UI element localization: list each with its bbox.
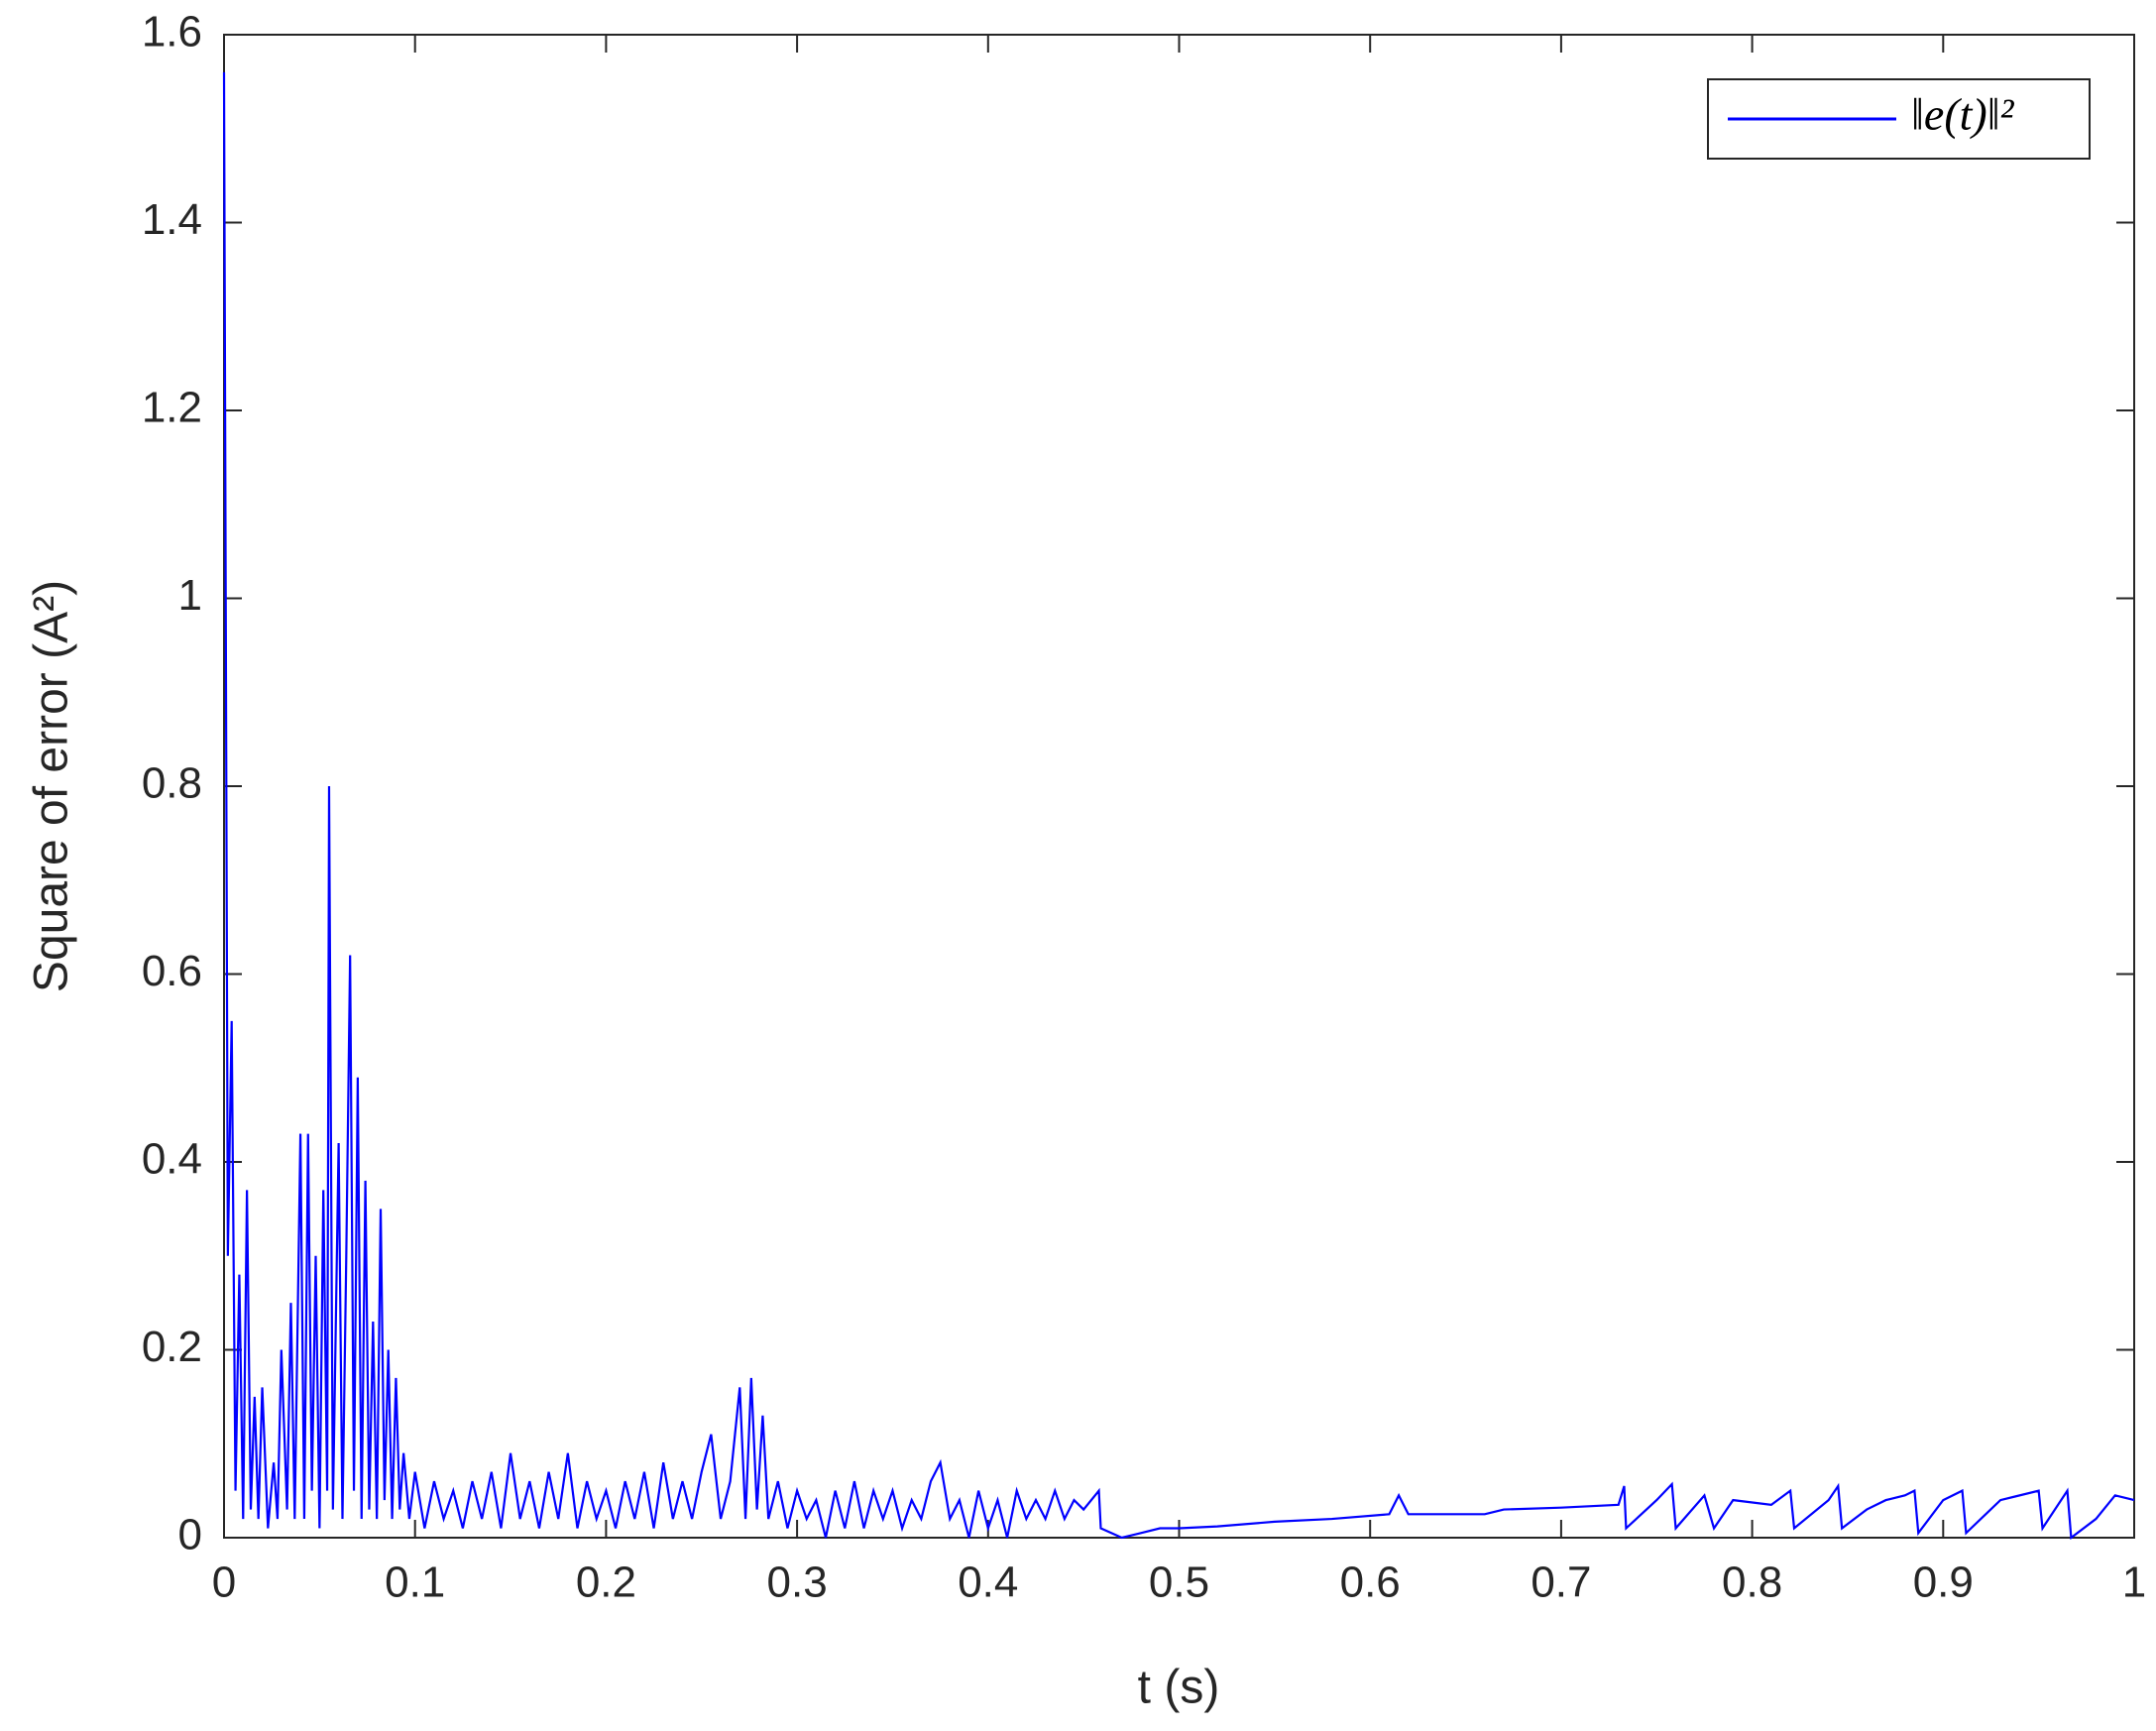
x-tick-label: 0 <box>212 1558 236 1607</box>
y-tick-label: 1.6 <box>142 8 202 57</box>
y-tick-label: 0.8 <box>142 759 202 808</box>
series-line <box>222 71 2135 1541</box>
x-tick-label: 0.9 <box>1913 1558 1974 1607</box>
x-tick-label: 0.8 <box>1722 1558 1782 1607</box>
y-tick-label: 0 <box>178 1511 202 1559</box>
x-tick-label: 0.6 <box>1340 1558 1401 1607</box>
x-axis-label: t (s) <box>1138 1662 1220 1714</box>
x-tick-label: 0.7 <box>1531 1558 1591 1607</box>
x-tick-label: 0.4 <box>958 1558 1018 1607</box>
y-tick-label: 0.6 <box>142 947 202 995</box>
y-tick-label: 0.2 <box>142 1323 202 1371</box>
y-tick-label: 0.4 <box>142 1135 202 1184</box>
y-tick-label: 1 <box>178 571 202 620</box>
x-tick-label: 0.5 <box>1149 1558 1209 1607</box>
legend-box <box>1707 78 2091 160</box>
legend-label: ‖e(t)‖² <box>1911 89 2015 140</box>
x-tick-label: 1 <box>2122 1558 2146 1607</box>
y-tick-label: 1.4 <box>142 195 202 244</box>
x-tick-label: 0.1 <box>385 1558 445 1607</box>
x-tick-label: 0.3 <box>767 1558 828 1607</box>
plot-area <box>223 34 2135 1539</box>
x-tick-label: 0.2 <box>576 1558 636 1607</box>
y-axis-label: Square of error (A²) <box>26 580 78 992</box>
y-tick-label: 1.2 <box>142 384 202 432</box>
